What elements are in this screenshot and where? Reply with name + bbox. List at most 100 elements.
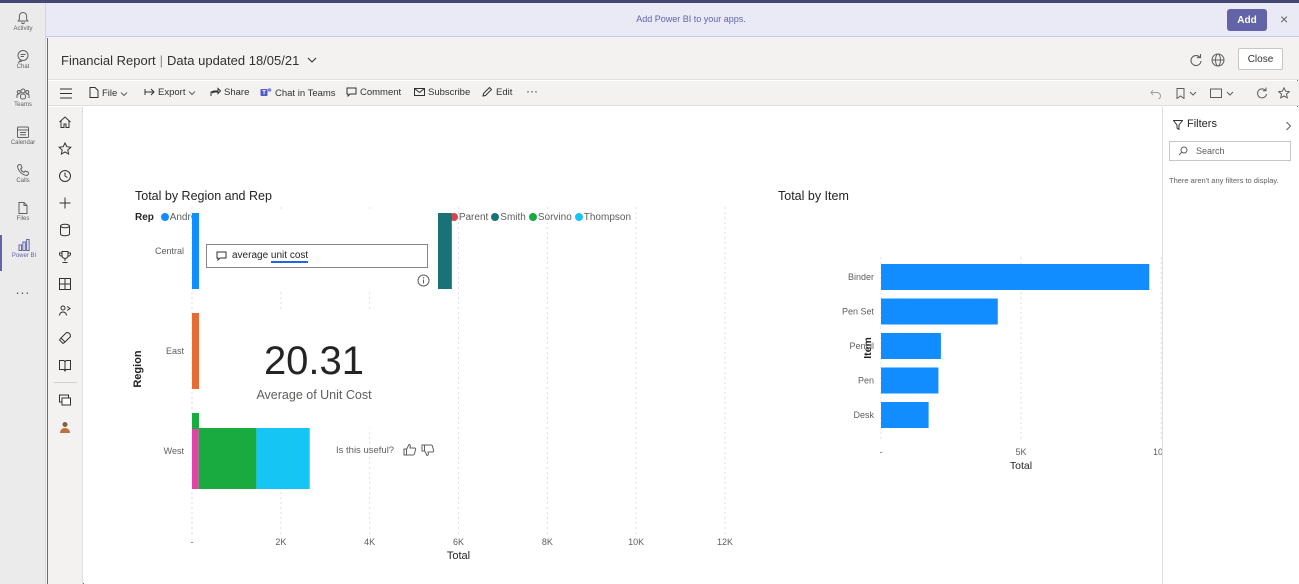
- legend-title: Rep: [135, 212, 154, 223]
- file-menu[interactable]: File: [89, 87, 131, 99]
- add-app-banner: Add Power BI to your apps. Add ×: [46, 3, 1299, 37]
- rail-item-calendar[interactable]: Calendar: [0, 122, 46, 158]
- legend-label: Thompson: [583, 212, 632, 223]
- x-tick-label: -: [880, 447, 883, 457]
- x-axis-title: Total: [1010, 460, 1032, 472]
- bar-pen: [881, 367, 939, 394]
- add-button[interactable]: Add: [1227, 9, 1267, 31]
- feedback-prompt: Is this useful?: [336, 443, 435, 457]
- data-updated-dropdown[interactable]: Data updated 18/05/21: [167, 53, 300, 68]
- region-chart-title: Total by Region and Rep: [135, 189, 272, 203]
- calendar-icon: [17, 126, 29, 138]
- apps-icon[interactable]: [58, 277, 72, 291]
- bar-binder: [881, 264, 1150, 290]
- y-axis-title: Item: [862, 337, 874, 359]
- view-icon[interactable]: [1210, 88, 1236, 99]
- qa-query-term: unit cost: [270, 250, 309, 263]
- recent-icon[interactable]: [58, 169, 72, 183]
- legend-label: Andrews: [169, 212, 209, 223]
- x-tick-label: 10K: [628, 537, 644, 547]
- edit-button[interactable]: Edit: [482, 86, 513, 98]
- rail-item-power-bi[interactable]: Power BI: [0, 235, 46, 271]
- user-avatar-icon[interactable]: [58, 420, 72, 434]
- hamburger-menu-icon[interactable]: [60, 88, 72, 99]
- thumbs-down-icon[interactable]: [421, 444, 435, 457]
- report-title: Financial Report | Data updated 18/05/21: [61, 53, 317, 68]
- x-tick-label: 5K: [1015, 447, 1026, 457]
- qa-question-input[interactable]: average unit cost: [206, 244, 428, 268]
- legend-item[interactable]: Andrews: [160, 212, 209, 223]
- comment-button[interactable]: Comment: [346, 87, 401, 98]
- bar-desk: [881, 402, 929, 428]
- globe-icon[interactable]: [1210, 52, 1226, 68]
- workspaces-icon[interactable]: [58, 358, 72, 372]
- refresh-icon[interactable]: [1256, 87, 1268, 99]
- x-axis-title: Total: [447, 550, 470, 562]
- filters-empty-message: There aren't any filters to display.: [1169, 176, 1279, 185]
- legend-swatch: [574, 213, 583, 221]
- y-tick-label: West: [164, 446, 185, 456]
- qa-answer-value: 20.31: [263, 339, 365, 383]
- item-chart: - 5K 10K Total Item Binder Pen Set Pencil Pen Des…: [842, 257, 1169, 472]
- rail-item-label: Calls: [16, 178, 30, 184]
- rail-item-files[interactable]: Files: [0, 198, 46, 234]
- x-tick-label: -: [191, 537, 194, 547]
- edit-label: Edit: [496, 87, 513, 98]
- reset-icon[interactable]: [1150, 88, 1162, 99]
- legend-item[interactable]: Sorvino: [528, 212, 572, 223]
- goals-icon[interactable]: [58, 250, 72, 264]
- chevron-right-icon[interactable]: [1285, 121, 1292, 131]
- x-tick-label: 12K: [717, 537, 733, 547]
- mail-icon: [414, 88, 425, 96]
- info-icon[interactable]: [417, 274, 430, 287]
- chat-in-teams-button[interactable]: T Chat in Teams: [260, 87, 336, 99]
- chat-icon: [17, 50, 29, 63]
- legend-swatch: [491, 213, 500, 221]
- y-axis-title: Region: [132, 350, 144, 388]
- subscribe-label: Subscribe: [428, 87, 471, 98]
- bar-pencil: [881, 333, 941, 359]
- legend-item[interactable]: Parent: [449, 212, 489, 223]
- datasets-icon[interactable]: [58, 223, 72, 237]
- rail-item-teams[interactable]: Teams: [0, 84, 46, 120]
- banner-close-icon[interactable]: ×: [1280, 11, 1289, 27]
- svg-text:T: T: [262, 91, 266, 97]
- rail-item-calls[interactable]: Calls: [0, 160, 46, 196]
- learn-icon[interactable]: [58, 331, 72, 345]
- file-icon: [18, 202, 28, 214]
- legend-label: Parent: [458, 212, 489, 223]
- phone-icon: [16, 163, 30, 177]
- legend-item[interactable]: Smith: [491, 212, 526, 223]
- chevron-down-icon[interactable]: [307, 55, 317, 65]
- power-bi-app: Financial Report | Data updated 18/05/21 C…: [47, 38, 1299, 584]
- y-tick-label: Pen: [858, 376, 874, 386]
- subscribe-button[interactable]: Subscribe: [414, 87, 470, 98]
- share-button[interactable]: Share: [210, 87, 249, 98]
- y-tick-label: East: [166, 346, 185, 356]
- my-workspace-icon[interactable]: [58, 393, 72, 407]
- share-icon: [210, 87, 222, 96]
- rail-item-activity[interactable]: Activity: [0, 8, 46, 44]
- file-menu-label: File: [102, 88, 118, 99]
- rail-item-chat[interactable]: Chat: [0, 46, 46, 82]
- close-button[interactable]: Close: [1238, 48, 1283, 70]
- thumbs-up-icon[interactable]: [403, 443, 417, 456]
- more-options-button[interactable]: ···: [526, 84, 538, 98]
- favorites-icon[interactable]: [58, 142, 72, 156]
- more-apps-button[interactable]: ...: [15, 281, 31, 297]
- home-icon[interactable]: [58, 115, 72, 129]
- star-icon[interactable]: [1278, 87, 1290, 99]
- create-icon[interactable]: [58, 196, 72, 210]
- rail-item-label: Teams: [14, 102, 32, 108]
- bookmark-icon[interactable]: [1176, 88, 1198, 99]
- qa-query-text: average: [232, 250, 271, 261]
- refresh-icon[interactable]: [1188, 52, 1204, 68]
- filters-search-input[interactable]: Search: [1169, 141, 1291, 161]
- shared-with-me-icon[interactable]: [58, 304, 72, 318]
- x-tick-label: 10K: [1153, 447, 1169, 457]
- legend-item[interactable]: Thompson: [574, 212, 632, 223]
- y-tick-label: Pencil: [849, 341, 874, 351]
- feedback-prompt-text: Is this useful?: [336, 445, 395, 456]
- legend-swatch: [160, 213, 169, 221]
- export-menu[interactable]: Export: [144, 87, 199, 98]
